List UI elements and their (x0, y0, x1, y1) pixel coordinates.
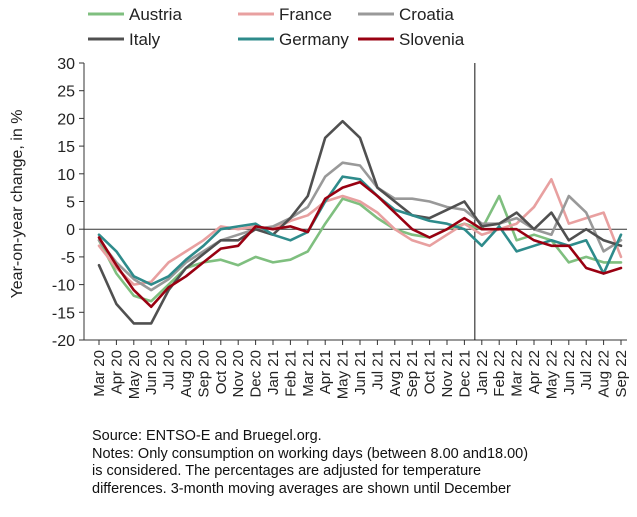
series-line-france (97, 178, 623, 286)
y-axis-label: Year-on-year change, in % (9, 110, 26, 299)
series-line-germany (97, 175, 623, 286)
x-axis: Mar 20 Apr 20 May 20 Jun 20 Jul 20 Aug 20 Sep … (84, 63, 630, 399)
notes-line-2: is considered. The percentages are adjus… (92, 463, 482, 479)
x-tick-label: Jan 22 (474, 350, 491, 395)
y-axis: -20 -15 -10 -5 0 5 10 15 20 25 30 (52, 56, 85, 350)
y-tick-label: -15 (52, 305, 75, 322)
x-tick-label: Jul 22 (578, 350, 595, 390)
x-tick-label: Jun 21 (352, 350, 369, 395)
x-tick-label: Dec 20 (248, 350, 265, 398)
x-tick-label: Mar 22 (509, 350, 526, 397)
x-tick-label: Jan 21 (265, 350, 282, 395)
series-line-slovenia (97, 180, 623, 309)
x-tick-label: Apr 21 (317, 350, 334, 394)
x-tick-label: Jun 22 (561, 350, 578, 395)
x-tick-label: Sep 21 (404, 350, 421, 398)
series-line-austria (97, 194, 623, 303)
x-tick-label: Aug 20 (178, 350, 195, 398)
x-tick-label: Mar 20 (91, 350, 108, 397)
legend-label-austria: Austria (129, 5, 182, 24)
source-note: Source: ENTSO-E and Bruegel.org. (92, 428, 322, 444)
chart-legend: Austria France Croatia Italy Germany Slovenia (88, 5, 465, 49)
y-tick-label: 15 (57, 139, 75, 156)
legend-label-germany: Germany (279, 30, 349, 49)
legend-label-croatia: Croatia (399, 5, 454, 24)
x-tick-label: Sep 22 (613, 350, 630, 398)
x-tick-label: Feb 21 (282, 350, 299, 397)
notes-line-1: Notes: Only consumption on working days … (92, 445, 529, 462)
y-tick-label: 30 (57, 56, 75, 73)
x-tick-label: May 22 (543, 350, 560, 399)
legend-label-france: France (279, 5, 332, 24)
y-tick-label: 10 (57, 167, 75, 184)
x-tick-label: Jul 20 (161, 350, 178, 390)
series-lines (97, 119, 623, 325)
x-tick-label: Oct 20 (213, 350, 230, 394)
x-tick-label: Nov 20 (230, 350, 247, 398)
x-tick-label: Apr 20 (108, 350, 125, 394)
notes-line-3: differences. 3-month moving averages are… (92, 480, 511, 497)
x-tick-label: Apr 22 (526, 350, 543, 394)
chart-notes: Source: ENTSO-E and Bruegel.org. Notes: … (92, 428, 632, 498)
x-tick-label: Dec 21 (456, 350, 473, 398)
x-tick-label: Mar 21 (300, 350, 317, 397)
x-tick-label: Avg 21 (387, 350, 404, 396)
y-tick-label: -10 (52, 278, 75, 295)
x-tick-label: May 20 (126, 350, 143, 399)
legend-label-slovenia: Slovenia (399, 30, 465, 49)
x-tick-label: Aug 22 (596, 350, 613, 398)
series-line-italy (97, 119, 623, 325)
x-tick-label: Oct 21 (422, 350, 439, 394)
x-tick-label: Feb 22 (491, 350, 508, 397)
y-tick-label: 20 (57, 111, 75, 128)
legend-label-italy: Italy (129, 30, 161, 49)
line-chart: Austria France Croatia Italy Germany Slovenia… (9, 5, 630, 399)
y-tick-label: 25 (57, 84, 75, 101)
y-tick-label: -20 (52, 333, 75, 350)
x-tick-label: Nov 21 (439, 350, 456, 398)
x-tick-label: May 21 (335, 350, 352, 399)
y-tick-label: -5 (61, 250, 75, 267)
y-tick-label: 0 (66, 222, 75, 239)
x-tick-label: Sep 20 (195, 350, 212, 398)
x-tick-label: Jun 20 (143, 350, 160, 395)
x-tick-label: Jul 21 (369, 350, 386, 390)
y-tick-label: 5 (66, 195, 75, 212)
